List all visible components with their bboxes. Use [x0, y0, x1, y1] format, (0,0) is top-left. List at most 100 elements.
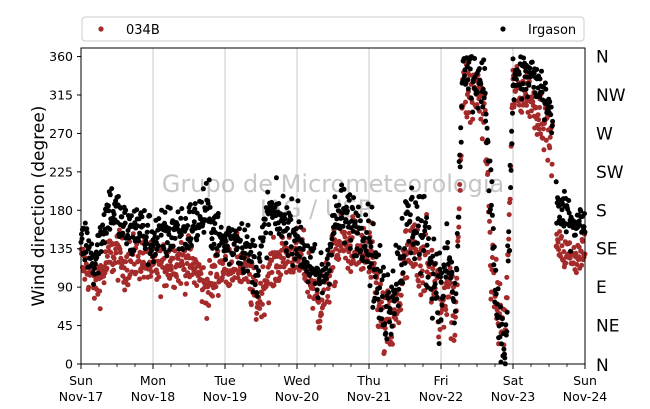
data-point	[145, 262, 151, 268]
data-point	[195, 233, 201, 238]
data-point	[111, 267, 117, 273]
data-point	[307, 273, 312, 278]
data-point	[80, 246, 86, 252]
data-point	[438, 317, 444, 323]
data-point	[267, 261, 273, 267]
data-point	[175, 256, 181, 261]
data-point	[253, 264, 259, 270]
data-point	[498, 359, 504, 365]
data-point	[221, 271, 227, 277]
data-point	[122, 287, 128, 293]
data-point	[342, 229, 347, 235]
data-point	[144, 229, 150, 235]
data-point	[135, 223, 141, 229]
data-point	[213, 284, 219, 290]
data-point	[385, 272, 391, 278]
data-point	[537, 105, 543, 110]
data-point	[484, 125, 490, 131]
data-point	[417, 263, 423, 269]
data-point	[258, 280, 263, 286]
data-point	[310, 286, 316, 292]
data-point	[504, 329, 510, 335]
data-point	[362, 235, 368, 241]
data-point	[241, 255, 247, 261]
data-point	[94, 242, 100, 248]
data-point	[341, 186, 347, 192]
data-point	[487, 158, 493, 164]
data-point	[396, 320, 402, 326]
data-point	[519, 109, 525, 115]
data-point	[271, 282, 277, 288]
data-point	[317, 318, 323, 324]
data-point	[490, 226, 496, 232]
data-point	[491, 244, 497, 250]
data-point	[547, 145, 553, 151]
data-point	[287, 213, 293, 219]
data-point	[524, 102, 529, 108]
data-point	[331, 230, 337, 236]
data-point	[198, 271, 204, 277]
data-point	[350, 228, 356, 234]
data-point	[463, 99, 468, 105]
data-point	[556, 247, 562, 253]
data-point	[521, 55, 527, 61]
data-point	[547, 134, 553, 140]
data-point	[128, 259, 134, 265]
data-point	[475, 89, 480, 95]
data-point	[480, 86, 486, 92]
data-point	[82, 276, 88, 282]
data-point	[323, 265, 329, 271]
data-point	[509, 128, 515, 134]
compass-label: W	[596, 124, 613, 144]
y-tick-label: 0	[65, 357, 73, 372]
data-point	[113, 250, 119, 256]
data-point	[194, 237, 200, 243]
data-point	[549, 130, 555, 136]
data-point	[444, 245, 450, 251]
data-point	[465, 77, 471, 83]
data-point	[102, 240, 107, 246]
data-point	[141, 274, 147, 280]
data-point	[348, 269, 354, 275]
data-point	[443, 274, 449, 280]
data-point	[155, 243, 161, 249]
x-tick-date: Nov-22	[419, 389, 463, 404]
data-point	[218, 224, 224, 230]
data-point	[144, 241, 150, 247]
data-point	[158, 232, 164, 238]
data-point	[407, 218, 413, 224]
data-point	[330, 265, 336, 270]
data-point	[445, 240, 451, 245]
data-point	[553, 179, 559, 185]
data-point	[482, 66, 488, 71]
data-point	[260, 235, 266, 241]
data-point	[456, 214, 462, 220]
data-point	[421, 193, 427, 199]
data-point	[449, 269, 455, 275]
x-tick-day: Tue	[213, 373, 236, 388]
data-point	[358, 248, 364, 254]
data-point	[367, 283, 373, 289]
x-tick-date: Nov-21	[347, 389, 391, 404]
data-point	[151, 259, 156, 265]
data-point	[273, 175, 279, 181]
data-point	[539, 68, 544, 74]
data-point	[91, 266, 97, 271]
data-point	[446, 294, 452, 300]
data-point	[466, 110, 472, 116]
data-point	[400, 270, 406, 276]
data-point	[314, 287, 320, 293]
data-point	[255, 272, 261, 278]
data-point	[437, 266, 443, 272]
data-point	[510, 56, 516, 62]
data-point	[535, 112, 541, 118]
data-point	[422, 223, 428, 229]
data-point	[86, 284, 92, 290]
data-point	[385, 295, 391, 301]
data-point	[295, 198, 301, 204]
data-point	[101, 212, 107, 218]
data-point	[334, 216, 340, 222]
data-point	[363, 212, 369, 218]
data-point	[436, 334, 442, 340]
data-point	[215, 211, 221, 216]
